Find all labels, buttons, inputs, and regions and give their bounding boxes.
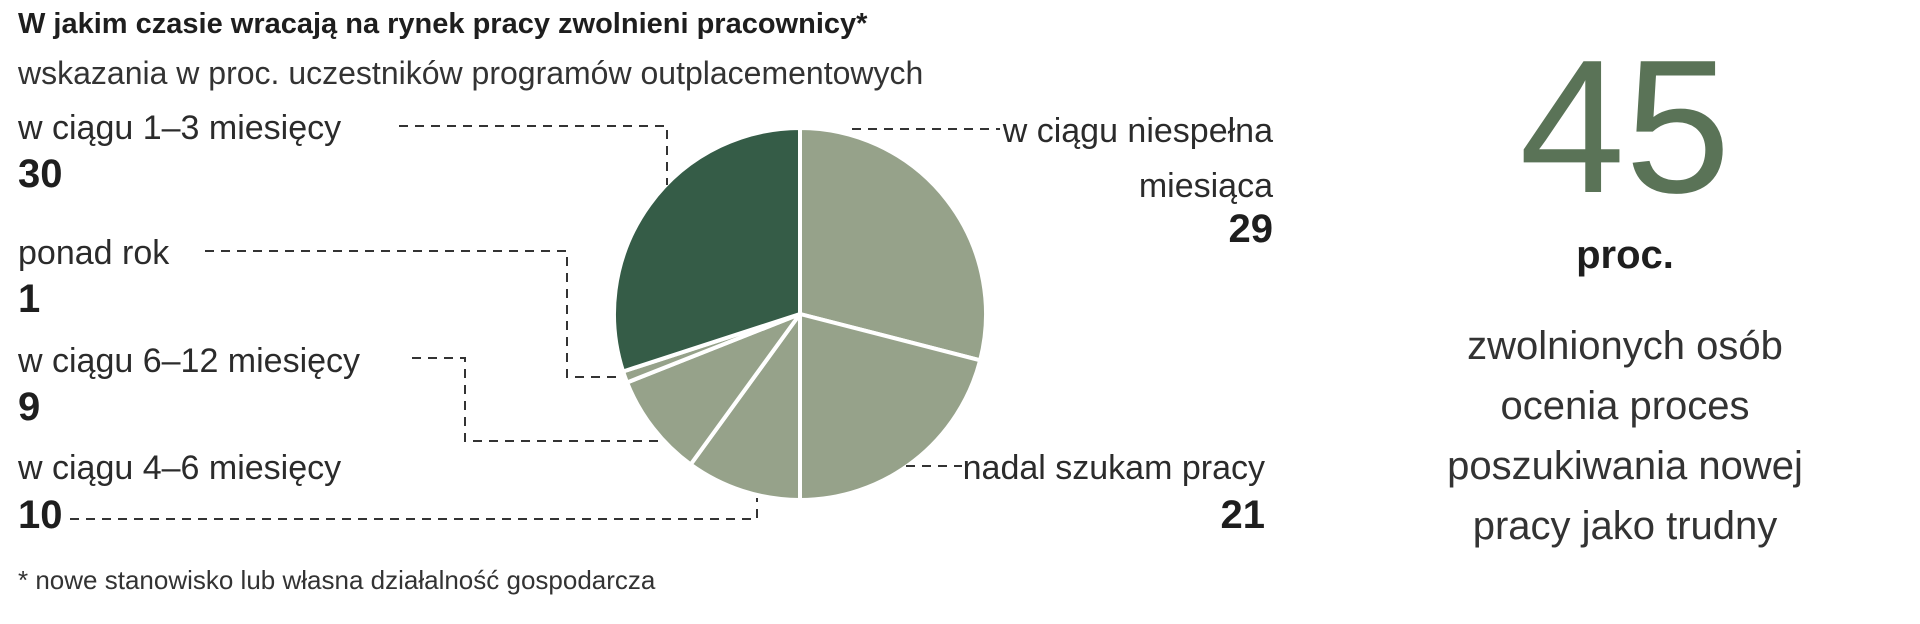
slice-value-nadal-szukam-pracy: 21	[1221, 493, 1266, 537]
highlight-text-line: ocenia proces	[1500, 384, 1749, 428]
slice-value-w-ciagu-1-3-miesiecy: 30	[18, 152, 63, 196]
slice-label-w-ciagu-4-6-miesiecy: w ciągu 4–6 miesięcy	[17, 449, 341, 487]
highlight-text-line: poszukiwania nowej	[1447, 444, 1803, 488]
leader-line-ponad-rok	[205, 250, 622, 378]
chart-title: W jakim czasie wracają na rynek pracy zw…	[18, 8, 868, 40]
slice-value-w-ciagu-4-6-miesiecy: 10	[18, 493, 63, 537]
highlight-unit: proc.	[1576, 233, 1674, 277]
slice-label-ponad-rok: ponad rok	[18, 234, 170, 272]
highlight-text: zwolnionych osób ocenia proces poszukiwani…	[1447, 324, 1803, 548]
pie-slice-w-ciagu-1-3-miesiecy	[612, 126, 802, 374]
slice-label-w-ciagu-niespelna-miesiaca: w ciągu niespełna	[1002, 112, 1273, 150]
leader-line-w-ciagu-4-6-miesiecy	[70, 498, 758, 520]
slice-label-w-ciagu-6-12-miesiecy: w ciągu 6–12 miesięcy	[17, 342, 360, 380]
pie	[612, 126, 988, 502]
highlight-text-line: zwolnionych osób	[1467, 324, 1783, 368]
slice-value-ponad-rok: 1	[18, 277, 40, 321]
slice-label-w-ciagu-1-3-miesiecy: w ciągu 1–3 miesięcy	[17, 109, 341, 147]
slice-label-nadal-szukam-pracy: nadal szukam pracy	[963, 449, 1265, 487]
leader-lines	[70, 125, 1000, 520]
pie-slice-w-ciagu-niespelna-miesiaca	[798, 126, 988, 363]
leader-line-w-ciagu-1-3-miesiecy	[399, 125, 668, 185]
pie-slice-w-ciagu-4-6-miesiecy	[688, 312, 802, 502]
pie-slice-w-ciagu-6-12-miesiecy	[625, 312, 802, 467]
footnote: * nowe stanowisko lub własna działalność…	[18, 565, 656, 595]
chart-subtitle: wskazania w proc. uczestników programów …	[17, 55, 923, 91]
slice-label-w-ciagu-niespelna-miesiaca: miesiąca	[1139, 167, 1273, 205]
highlight-text-line: pracy jako trudny	[1473, 504, 1778, 548]
pie-slice-nadal-szukam-pracy	[798, 312, 983, 502]
slice-value-w-ciagu-6-12-miesiecy: 9	[18, 385, 40, 429]
slice-value-w-ciagu-niespelna-miesiaca: 29	[1229, 207, 1274, 251]
highlight-number: 45	[1519, 21, 1730, 233]
